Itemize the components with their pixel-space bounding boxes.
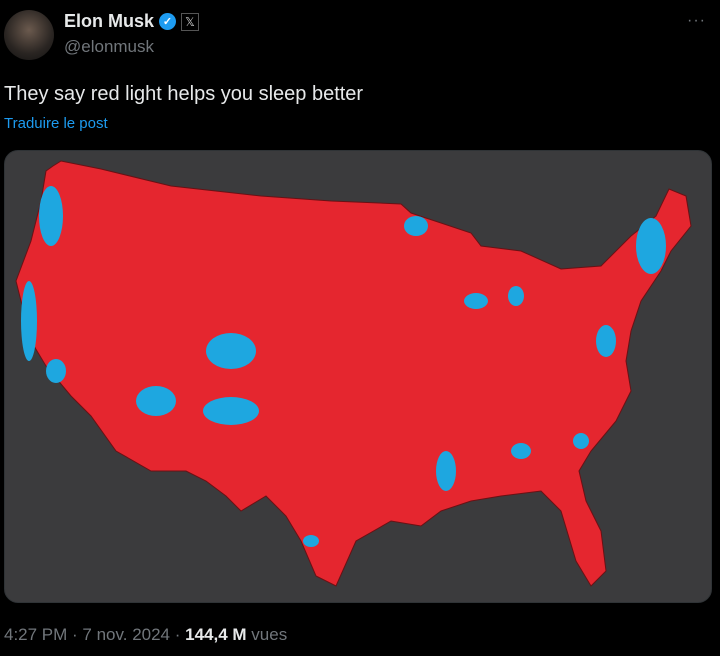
views-label: vues xyxy=(246,625,288,644)
post-meta: 4:27 PM · 7 nov. 2024 · 144,4 M vues xyxy=(4,625,287,645)
post-text: They say red light helps you sleep bette… xyxy=(4,83,364,105)
us-silhouette xyxy=(15,160,692,587)
avatar[interactable] xyxy=(4,10,54,60)
blue-counties xyxy=(21,186,666,547)
author-name-row[interactable]: Elon Musk ✓ 𝕏 xyxy=(64,11,200,32)
us-map xyxy=(15,160,692,587)
author-handle[interactable]: @elonmusk xyxy=(64,37,155,56)
post-time[interactable]: 4:27 PM xyxy=(4,625,68,644)
view-count: 144,4 M xyxy=(185,625,247,644)
x-logo-icon[interactable]: 𝕏 xyxy=(181,12,200,31)
author-name[interactable]: Elon Musk xyxy=(64,11,155,31)
post-image-us-county-map[interactable] xyxy=(4,150,712,603)
separator: · xyxy=(67,625,83,644)
translate-link[interactable]: Traduire le post xyxy=(4,115,108,132)
separator: · xyxy=(170,625,186,644)
post-date[interactable]: 7 nov. 2024 xyxy=(82,625,171,644)
verified-badge-icon[interactable]: ✓ xyxy=(159,13,177,30)
more-options-icon[interactable]: ··· xyxy=(687,12,706,29)
